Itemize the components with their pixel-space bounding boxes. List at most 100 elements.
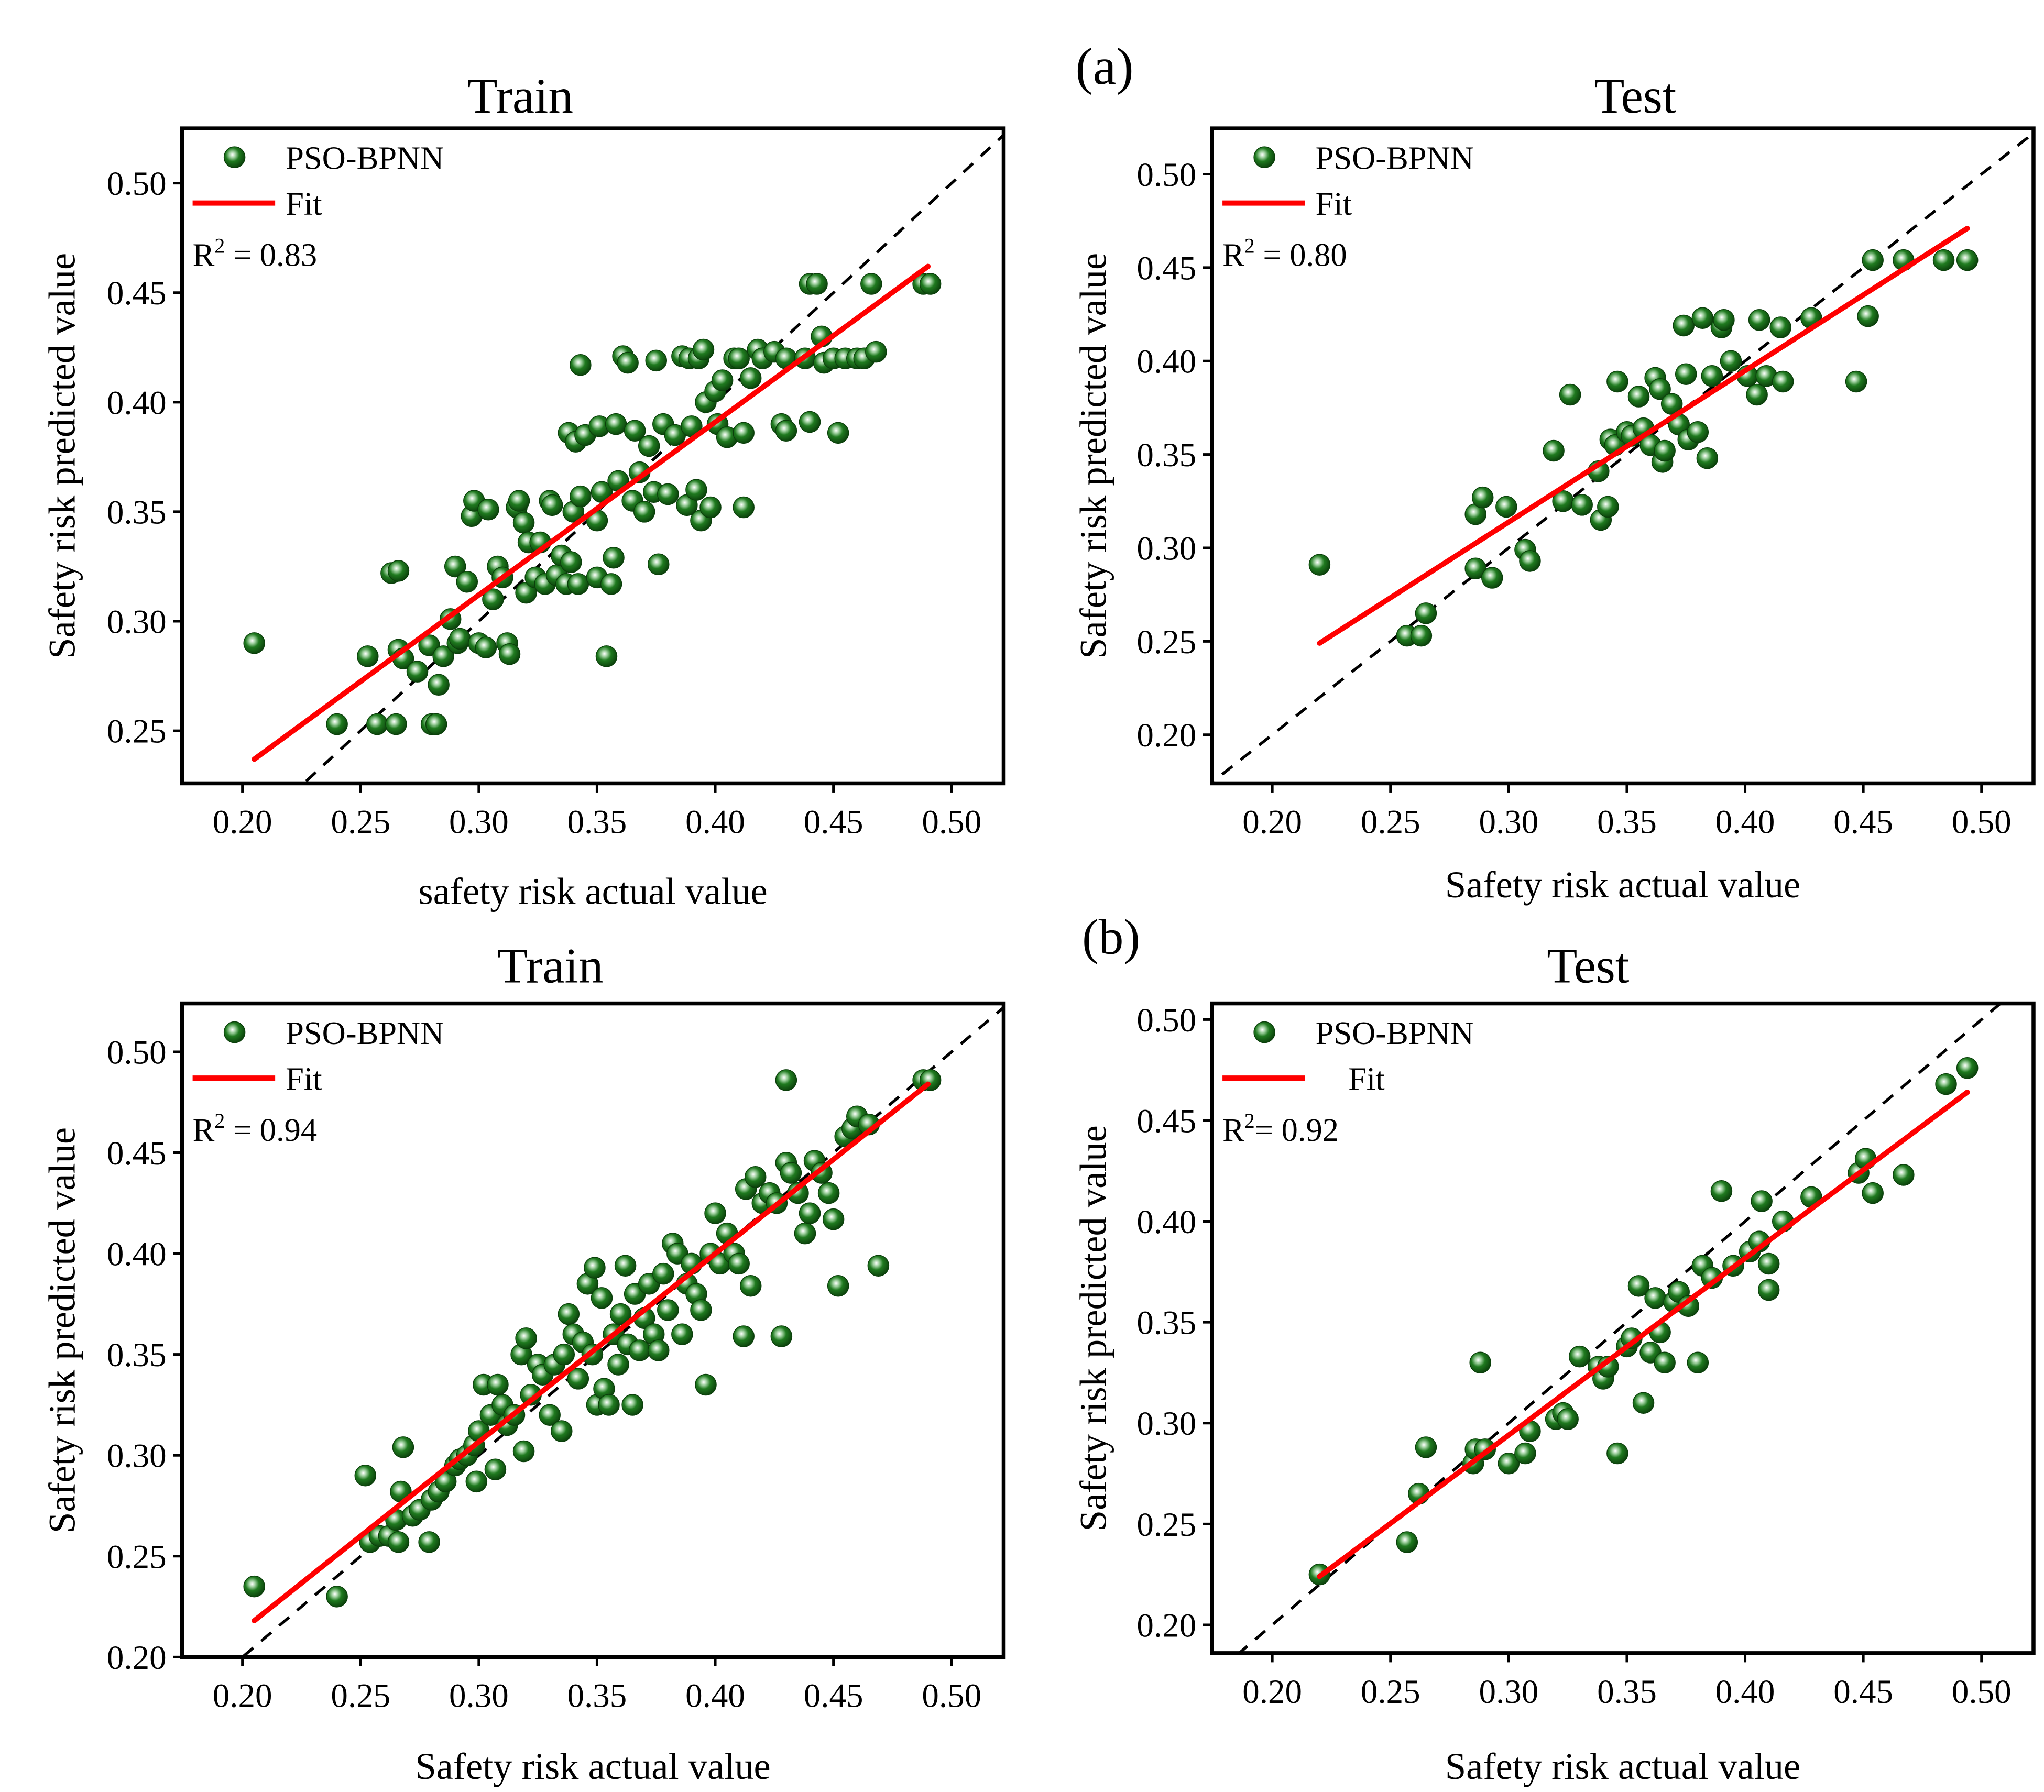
scatter-panel-3: Train 0.20 0.25 0.30 0.35 0.40 0.45 0.50 0.20 0.2…: [41, 938, 1006, 1787]
data-point: [444, 555, 466, 578]
y-tick-label: 0.45: [1136, 1102, 1196, 1140]
data-point: [1769, 316, 1791, 338]
data-point: [387, 560, 410, 582]
data-point: [739, 1274, 762, 1297]
r-squared-annotation: R2 = 0.80: [1222, 234, 1347, 273]
y-axis-label: Safety risk predicted value: [41, 1127, 83, 1533]
data-point: [1845, 370, 1867, 393]
legend-point-marker: [223, 146, 246, 168]
x-tick-label: 0.35: [1597, 803, 1657, 841]
data-point: [595, 645, 618, 667]
y-tick-label: 0.25: [1136, 623, 1196, 661]
data-point: [603, 546, 625, 569]
legend-point-marker: [223, 1021, 246, 1043]
data-point: [794, 1222, 816, 1245]
data-point: [567, 573, 589, 595]
legend-point-marker: [1253, 146, 1275, 168]
x-tick-label: 0.35: [567, 1677, 627, 1714]
legend-fit-label: Fit: [286, 185, 322, 222]
y-tick-label: 0.50: [107, 1034, 167, 1071]
x-tick-label: 0.20: [1242, 1673, 1302, 1711]
r-squared-value: = 0.94: [225, 1112, 317, 1148]
chart-title: Train: [497, 938, 603, 994]
data-point: [657, 1299, 679, 1321]
r-squared-symbol: R: [193, 237, 215, 273]
data-point: [692, 338, 715, 361]
data-point: [1720, 350, 1742, 372]
data-point: [799, 411, 821, 433]
data-point: [1627, 1275, 1650, 1297]
data-point: [1606, 1442, 1628, 1465]
r-squared-superscript: 2: [214, 1109, 225, 1133]
legend-points-label: PSO-BPNN: [286, 1015, 444, 1051]
data-point: [357, 645, 379, 667]
data-point: [326, 713, 348, 735]
data-point: [1687, 421, 1709, 443]
scatter-panel-2: Test 0.20 0.25 0.30 0.35 0.40 0.45 0.50 0.20 0.25…: [1072, 68, 2036, 906]
x-tick-label: 0.40: [685, 803, 745, 841]
r-squared-superscript: 2: [1244, 1109, 1255, 1133]
data-point: [1644, 1287, 1666, 1309]
data-point: [1713, 309, 1735, 331]
data-point: [827, 422, 849, 444]
panel-label-a: (a): [1076, 37, 1134, 95]
data-point: [484, 1458, 507, 1480]
data-point: [1893, 1164, 1915, 1186]
x-tick-label: 0.20: [213, 1677, 272, 1714]
panel-label-b: (b): [1082, 909, 1140, 965]
data-point: [822, 1208, 845, 1230]
data-point: [1772, 370, 1794, 393]
data-point: [1471, 486, 1494, 509]
data-point: [1956, 1057, 1979, 1079]
r-squared-value: = 0.80: [1255, 237, 1347, 273]
x-tick-label: 0.50: [1952, 803, 2012, 841]
data-point: [607, 1354, 629, 1376]
y-tick-label: 0.45: [107, 1135, 167, 1172]
y-tick-label: 0.20: [1136, 1607, 1196, 1644]
data-point: [591, 1287, 613, 1309]
y-tick-label: 0.40: [1136, 343, 1196, 381]
data-point: [1519, 550, 1541, 572]
data-point: [425, 713, 447, 735]
plot-area: [1237, 1003, 2003, 1653]
legend: PSO-BPNN Fit: [192, 140, 444, 222]
data-point: [1606, 370, 1628, 393]
y-tick-label: 0.30: [107, 1437, 167, 1475]
plot-frame: [180, 1001, 1006, 1659]
scatter-panel-4: Test 0.20 0.25 0.30 0.35 0.40 0.45 0.50 0.20 0.25…: [1072, 938, 2036, 1787]
data-point: [699, 496, 722, 519]
data-point: [711, 369, 734, 391]
y-tick-label: 0.25: [1136, 1506, 1196, 1544]
data-point: [1627, 386, 1650, 408]
data-point: [605, 413, 627, 435]
data-point: [570, 354, 592, 376]
data-point: [1396, 1531, 1418, 1553]
data-point: [512, 1440, 535, 1463]
x-tick-label: 0.45: [1833, 1673, 1893, 1711]
data-point: [432, 645, 454, 667]
y-tick-label: 0.25: [107, 713, 167, 751]
legend-points-label: PSO-BPNN: [286, 140, 444, 177]
data-point: [1956, 249, 1979, 271]
y-tick-label: 0.40: [107, 1236, 167, 1273]
data-point: [919, 273, 942, 295]
data-point: [326, 1586, 348, 1608]
data-point: [243, 632, 265, 654]
data-point: [733, 422, 755, 444]
data-point: [614, 1255, 637, 1277]
data-point: [477, 498, 499, 521]
x-tick-label: 0.40: [685, 1677, 745, 1714]
x-tick-label: 0.25: [331, 803, 390, 841]
data-point: [508, 490, 530, 512]
data-point: [1654, 1351, 1676, 1373]
data-point: [860, 273, 882, 295]
data-point: [638, 435, 660, 457]
identity-line: [301, 133, 1004, 784]
data-point: [449, 628, 471, 650]
data-point: [652, 1262, 674, 1285]
data-point: [1308, 554, 1331, 576]
y-tick-label: 0.20: [107, 1639, 167, 1677]
data-point: [1632, 1392, 1655, 1414]
data-point: [600, 573, 622, 595]
y-tick-label: 0.30: [107, 603, 167, 641]
